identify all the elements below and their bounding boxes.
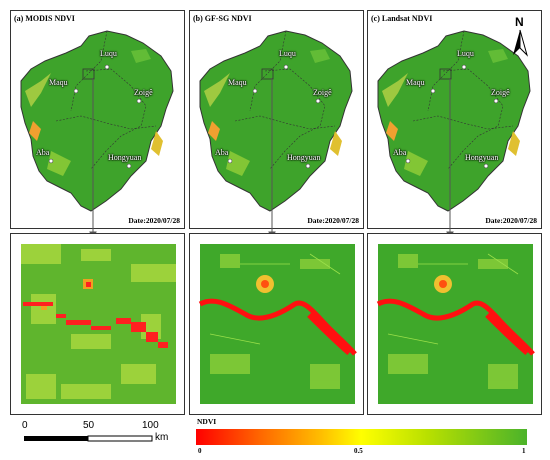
region-map — [190, 11, 364, 229]
north-label: N — [515, 15, 524, 29]
place-maqu: Maqu — [406, 78, 425, 87]
detail-image — [198, 244, 357, 404]
north-arrow: N — [505, 15, 535, 59]
scale-label-0: 0 — [22, 420, 28, 431]
scale-bar: 0 50 100 km — [16, 418, 176, 458]
place-luqu: Luqu — [279, 49, 296, 58]
place-luqu: Luqu — [100, 49, 117, 58]
scale-label-50: 50 — [83, 420, 95, 431]
place-aba: Aba — [393, 148, 407, 157]
legend-title: NDVI — [197, 417, 217, 426]
place-zoige: Zoigê — [491, 88, 510, 97]
place-hongyuan: Hongyuan — [108, 153, 142, 162]
place-zoige: Zoigê — [134, 88, 153, 97]
panel-date: Date:2020/07/28 — [307, 216, 359, 225]
map-panel-landsat: (c) Landsat NDVI Luqu Maqu Zoigê Aba Hon… — [367, 10, 542, 229]
scale-label-100: 100 — [142, 420, 159, 431]
detail-panel-gfsg — [189, 233, 364, 415]
map-panel-gfsg: (b) GF-SG NDVI Luqu Maqu Zoigê Aba Hongy… — [189, 10, 364, 229]
legend-tick-0: 0 — [198, 447, 202, 455]
place-aba: Aba — [215, 148, 229, 157]
region-map — [11, 11, 185, 229]
place-luqu: Luqu — [457, 49, 474, 58]
legend-tick-05: 0.5 — [354, 447, 363, 455]
panel-title: (b) GF-SG NDVI — [193, 14, 252, 23]
detail-panel-modis — [10, 233, 185, 415]
panel-date: Date:2020/07/28 — [485, 216, 537, 225]
legend-color-ramp — [196, 429, 527, 445]
place-aba: Aba — [36, 148, 50, 157]
place-maqu: Maqu — [49, 78, 68, 87]
panel-date: Date:2020/07/28 — [128, 216, 180, 225]
ndvi-legend: NDVI 0 0.5 1 — [196, 417, 536, 455]
place-hongyuan: Hongyuan — [465, 153, 499, 162]
detail-image — [21, 244, 176, 404]
scale-unit: km — [155, 432, 169, 443]
map-panel-modis: (a) MODIS NDVI Luqu Maqu Zoigê Aba Hongy… — [10, 10, 185, 229]
detail-panel-landsat — [367, 233, 542, 415]
scale-bar-graphic — [24, 435, 153, 442]
panel-title: (c) Landsat NDVI — [371, 14, 433, 23]
place-zoige: Zoigê — [313, 88, 332, 97]
legend-tick-1: 1 — [522, 447, 526, 455]
place-hongyuan: Hongyuan — [287, 153, 321, 162]
place-maqu: Maqu — [228, 78, 247, 87]
detail-image — [376, 244, 535, 404]
north-arrow-icon — [513, 29, 528, 57]
panel-title: (a) MODIS NDVI — [14, 14, 75, 23]
